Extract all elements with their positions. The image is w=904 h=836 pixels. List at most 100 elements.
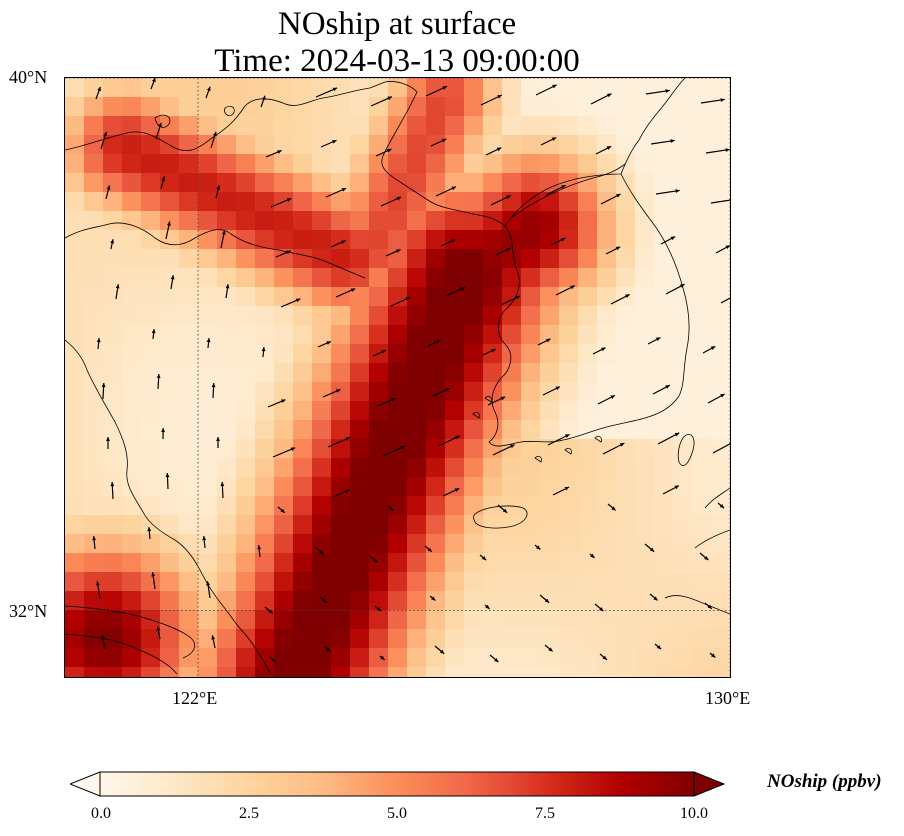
- field-cell: [236, 648, 256, 668]
- field-cell: [274, 135, 294, 155]
- field-cell: [464, 553, 484, 573]
- field-cell: [464, 78, 484, 98]
- field-cell: [673, 496, 693, 516]
- wind-arrow: [206, 581, 211, 599]
- field-cell: [331, 173, 351, 193]
- wind-arrow: [432, 387, 451, 397]
- field-cell: [198, 192, 218, 212]
- field-cell: [673, 268, 693, 288]
- field-cell: [464, 439, 484, 459]
- field-cell: [616, 325, 636, 345]
- field-cell: [236, 306, 256, 326]
- field-cell: [673, 211, 693, 231]
- field-cell: [578, 78, 598, 98]
- wind-arrow: [96, 337, 101, 350]
- field-cell: [103, 401, 123, 421]
- colorbar-label: NOship (ppbv): [767, 771, 882, 792]
- field-cell: [673, 78, 693, 98]
- field-cell: [673, 534, 693, 554]
- field-cell: [84, 211, 104, 231]
- field-cell: [141, 306, 161, 326]
- field-cell: [350, 572, 370, 592]
- wind-arrow: [390, 296, 411, 307]
- field-cell: [369, 629, 389, 649]
- field-cell: [255, 515, 275, 535]
- field-cell: [198, 97, 218, 117]
- field-cell: [445, 477, 465, 497]
- field-cell: [426, 78, 446, 98]
- field-cell: [673, 591, 693, 611]
- field-cell: [502, 553, 522, 573]
- field-cell: [103, 610, 123, 630]
- field-cell: [160, 629, 180, 649]
- field-cell: [179, 496, 199, 516]
- field-cell: [578, 496, 598, 516]
- field-cell: [255, 325, 275, 345]
- field-cell: [84, 192, 104, 212]
- field-cell: [293, 496, 313, 516]
- field-cell: [597, 515, 617, 535]
- field-cell: [369, 135, 389, 155]
- field-cell: [331, 648, 351, 668]
- field-cell: [179, 382, 199, 402]
- field-cell: [122, 135, 142, 155]
- field-cell: [179, 401, 199, 421]
- field-cell: [578, 344, 598, 364]
- field-cell: [122, 591, 142, 611]
- field-cell: [711, 344, 730, 364]
- field-cell: [692, 401, 712, 421]
- field-cell: [654, 610, 674, 630]
- field-cell: [521, 477, 541, 497]
- field-cell: [502, 420, 522, 440]
- field-cell: [217, 496, 237, 516]
- field-cell: [635, 420, 655, 440]
- field-cell: [350, 420, 370, 440]
- field-cell: [141, 477, 161, 497]
- field-cell: [540, 610, 560, 630]
- field-cell: [426, 439, 446, 459]
- field-cell: [179, 287, 199, 307]
- field-cell: [407, 553, 427, 573]
- field-cell: [578, 591, 598, 611]
- field-cell: [198, 268, 218, 288]
- field-cell: [160, 591, 180, 611]
- field-cell: [217, 591, 237, 611]
- field-cell: [464, 97, 484, 117]
- wind-arrow: [385, 248, 401, 257]
- field-cell: [559, 610, 579, 630]
- field-cell: [407, 572, 427, 592]
- field-cell: [616, 420, 636, 440]
- field-cell: [407, 173, 427, 193]
- wind-arrow: [387, 505, 394, 511]
- field-cell: [597, 325, 617, 345]
- field-cell: [483, 287, 503, 307]
- field-cell: [521, 591, 541, 611]
- field-cell: [103, 325, 123, 345]
- wind-arrow: [374, 605, 382, 612]
- field-cell: [502, 572, 522, 592]
- field-cell: [578, 648, 598, 668]
- wind-arrow: [92, 536, 97, 550]
- field-cell: [521, 135, 541, 155]
- field-cell: [635, 135, 655, 155]
- field-cell: [654, 629, 674, 649]
- field-cell: [711, 97, 730, 117]
- field-cell: [711, 420, 730, 440]
- field-cell: [103, 439, 123, 459]
- field-cell: [616, 382, 636, 402]
- field-cell: [293, 458, 313, 478]
- field-cell: [369, 363, 389, 383]
- wind-arrow: [705, 148, 730, 154]
- field-cell: [179, 97, 199, 117]
- field-cell: [217, 268, 237, 288]
- field-cell: [255, 401, 275, 421]
- field-cell: [141, 648, 161, 668]
- field-cell: [103, 116, 123, 136]
- field-cell: [160, 572, 180, 592]
- field-cell: [635, 553, 655, 573]
- field-cell: [464, 572, 484, 592]
- field-cell: [616, 553, 636, 573]
- field-cell: [236, 135, 256, 155]
- field-cell: [122, 97, 142, 117]
- field-cell: [312, 97, 332, 117]
